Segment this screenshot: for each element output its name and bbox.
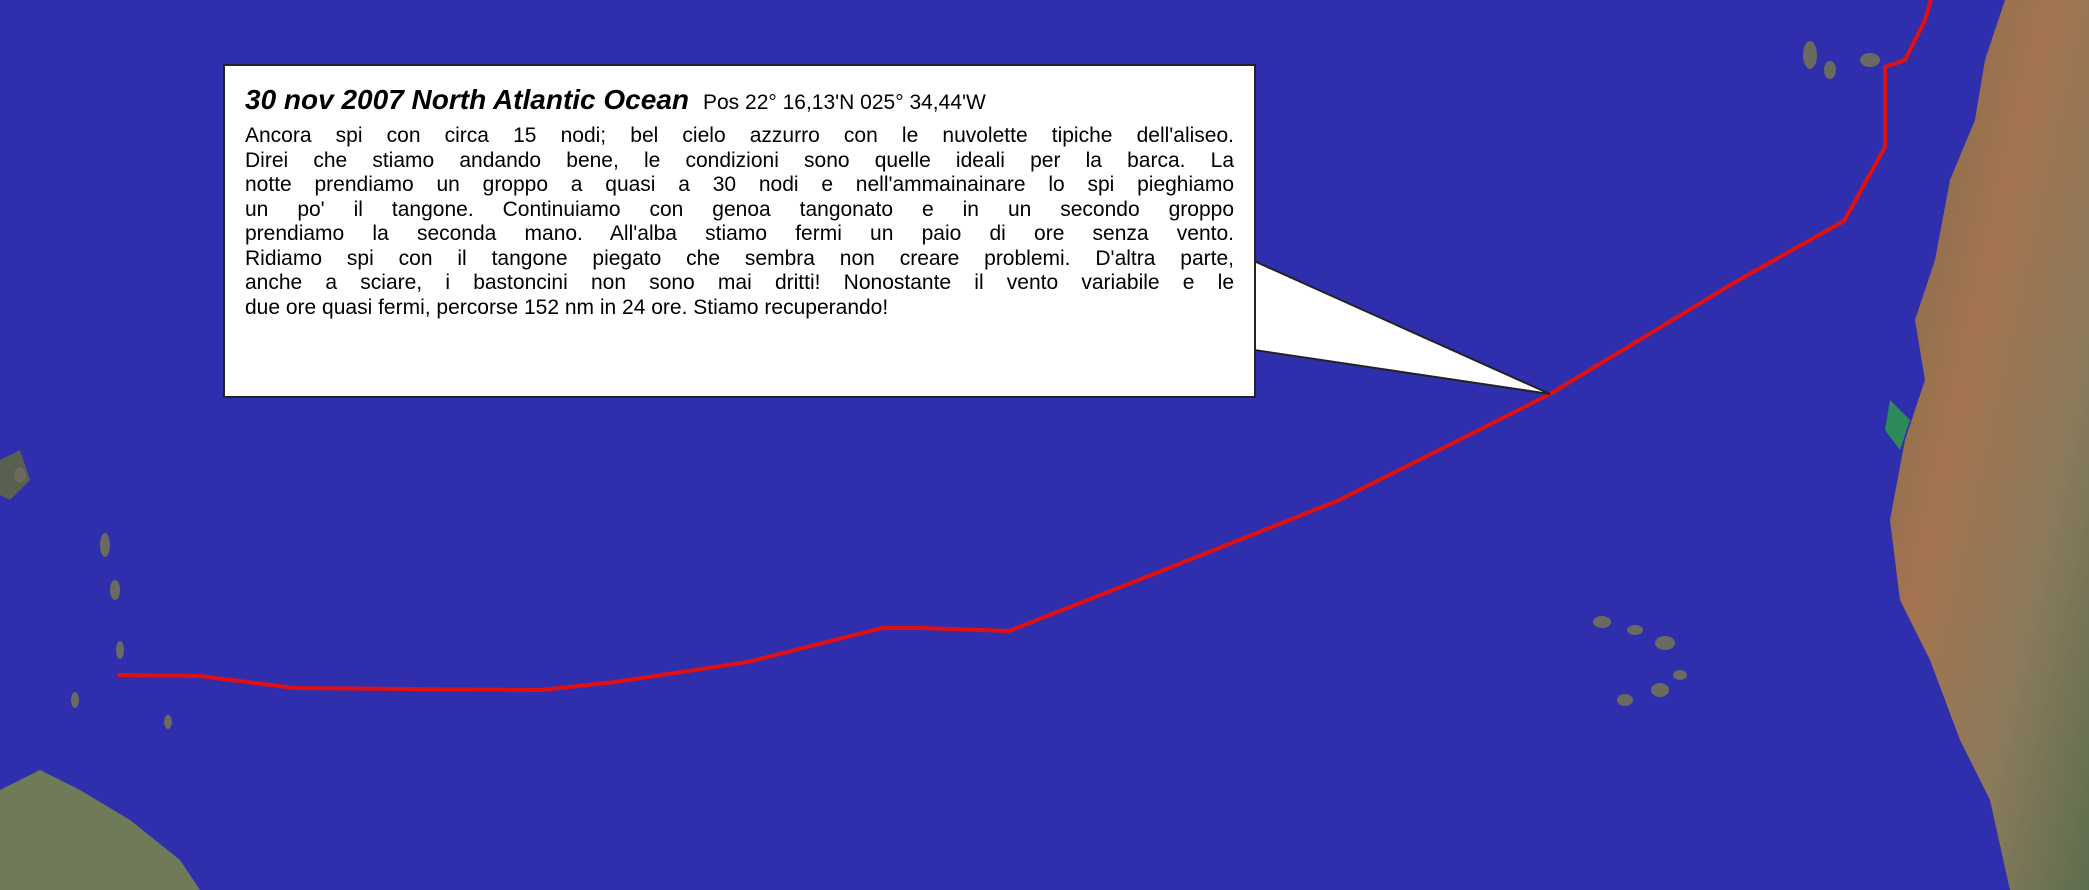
callout-line: notte prendiamo un groppo a quasi a 30 n…	[245, 173, 1234, 198]
callout-line: Ridiamo spi con il tangone piegato che s…	[245, 247, 1234, 272]
page: 30 nov 2007 North Atlantic Ocean Pos 22° …	[0, 0, 2089, 890]
africa-coast	[1890, 0, 2089, 890]
callout-line: anche a sciare, i bastoncini non sono ma…	[245, 271, 1234, 296]
callout-line: due ore quasi fermi, percorse 152 nm in …	[245, 296, 1234, 321]
callout-header: 30 nov 2007 North Atlantic Ocean Pos 22° …	[245, 84, 1234, 116]
callout-title: 30 nov 2007 North Atlantic Ocean	[245, 84, 689, 115]
callout-line: Direi che stiamo andando bene, le condiz…	[245, 149, 1234, 174]
callout-pointer	[1254, 261, 1550, 394]
callout: 30 nov 2007 North Atlantic Ocean Pos 22° …	[223, 64, 1256, 398]
callout-body: Ancora spi con circa 15 nodi; bel cielo …	[245, 124, 1234, 320]
caribbean-land	[0, 770, 200, 890]
callout-line: prendiamo la seconda mano. All'alba stia…	[245, 222, 1234, 247]
callout-line: Ancora spi con circa 15 nodi; bel cielo …	[245, 124, 1234, 149]
callout-line: un po' il tangone. Continuiamo con genoa…	[245, 198, 1234, 223]
callout-position: Pos 22° 16,13'N 025° 34,44'W	[703, 91, 986, 114]
